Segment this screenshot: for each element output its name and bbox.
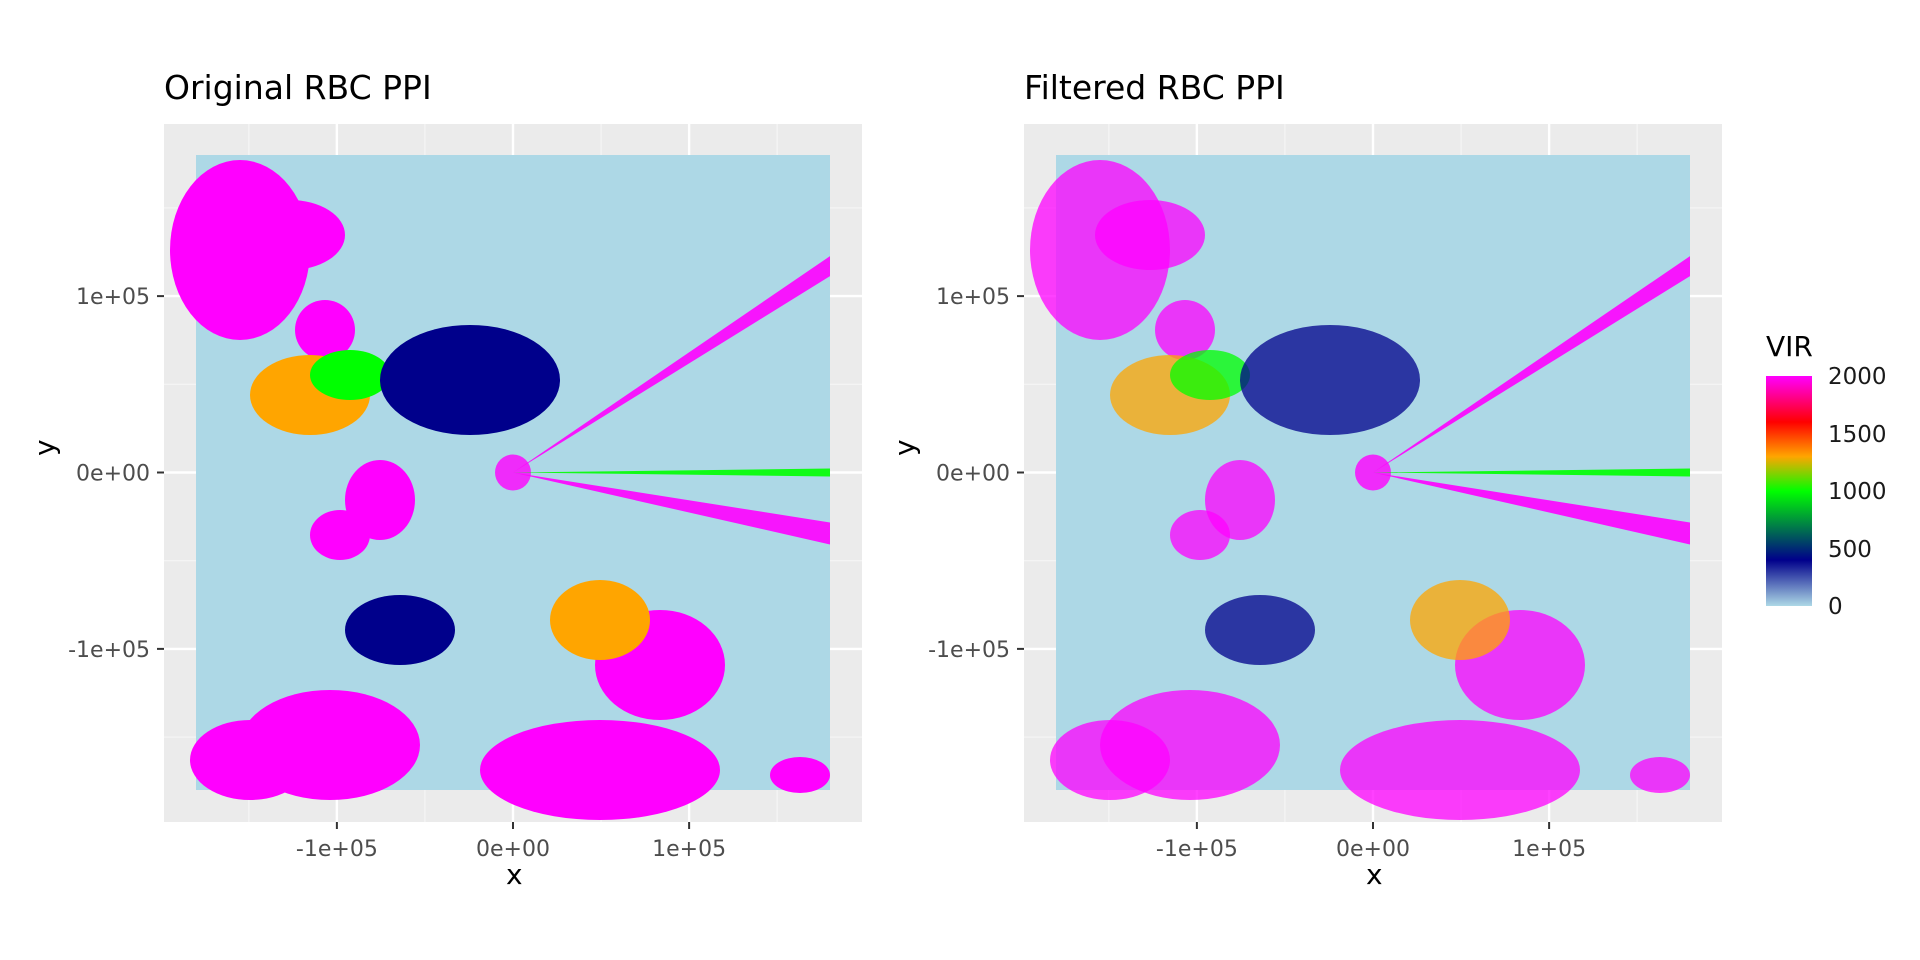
- echo-region: [1050, 720, 1170, 800]
- y-tick-label: 0e+00: [76, 462, 150, 487]
- y-axis-title: y: [28, 439, 61, 456]
- echo-region: [1340, 720, 1580, 820]
- echo-region: [310, 350, 390, 400]
- x-tick-label: 1e+05: [652, 837, 726, 862]
- beam-artifact: [513, 472, 830, 545]
- panel-filtered: Filtered RBC PPI -1e+05 0e+00 1e+05 1e+05 0e…: [860, 0, 1760, 960]
- beam-artifact: [1373, 256, 1690, 473]
- echo-region: [380, 325, 560, 435]
- echo-region: [1095, 200, 1205, 270]
- echo-region: [1170, 510, 1230, 560]
- echo-region: [190, 720, 310, 800]
- radar-echoes: [1030, 160, 1690, 820]
- legend-label: 1000: [1828, 479, 1887, 505]
- echo-region: [345, 595, 455, 665]
- x-axis-title: x: [1366, 858, 1383, 891]
- echo-region: [235, 200, 345, 270]
- y-tick-label: 0e+00: [936, 462, 1010, 487]
- y-tick-label: -1e+05: [68, 638, 150, 663]
- beam-artifact: [513, 256, 830, 473]
- legend-label: 0: [1828, 594, 1843, 620]
- color-legend: VIR 2000 1500 1000 500 0: [1766, 330, 1920, 630]
- echo-region: [550, 580, 650, 660]
- legend-colorbar: [1766, 376, 1812, 606]
- echo-region: [1205, 595, 1315, 665]
- legend-label: 1500: [1828, 422, 1887, 448]
- echo-region: [1410, 580, 1510, 660]
- echo-region: [1630, 757, 1690, 793]
- y-tick-label: 1e+05: [76, 285, 150, 310]
- plot-title: Original RBC PPI: [164, 68, 432, 107]
- echo-region: [480, 720, 720, 820]
- echo-region: [1155, 300, 1215, 360]
- x-tick-label: 1e+05: [1512, 837, 1586, 862]
- x-axis-title: x: [506, 858, 523, 891]
- beam-artifact: [513, 468, 830, 477]
- panel-original: Original RBC PPI -1e+05 0e+00 1e+05 1e+05 0e…: [0, 0, 900, 960]
- echo-region: [1240, 325, 1420, 435]
- x-tick-label: 0e+00: [476, 837, 550, 862]
- legend-label: 500: [1828, 537, 1872, 563]
- plot-title: Filtered RBC PPI: [1024, 68, 1285, 107]
- x-tick-label: 0e+00: [1336, 837, 1410, 862]
- beam-artifact: [1373, 472, 1690, 545]
- plot-area-original: -1e+05 0e+00 1e+05 1e+05 0e+00 -1e+05: [68, 124, 862, 862]
- legend-label: 2000: [1828, 364, 1887, 390]
- x-tick-label: -1e+05: [1156, 837, 1238, 862]
- y-tick-label: -1e+05: [928, 638, 1010, 663]
- echo-region: [295, 300, 355, 360]
- echo-region: [770, 757, 830, 793]
- beam-artifact: [1373, 468, 1690, 477]
- y-axis-title: y: [888, 439, 921, 456]
- plot-area-filtered: -1e+05 0e+00 1e+05 1e+05 0e+00 -1e+05: [928, 124, 1722, 862]
- x-tick-label: -1e+05: [296, 837, 378, 862]
- radar-echoes: [170, 160, 830, 820]
- y-tick-label: 1e+05: [936, 285, 1010, 310]
- echo-region: [310, 510, 370, 560]
- legend-title: VIR: [1766, 330, 1813, 363]
- echo-region: [1170, 350, 1250, 400]
